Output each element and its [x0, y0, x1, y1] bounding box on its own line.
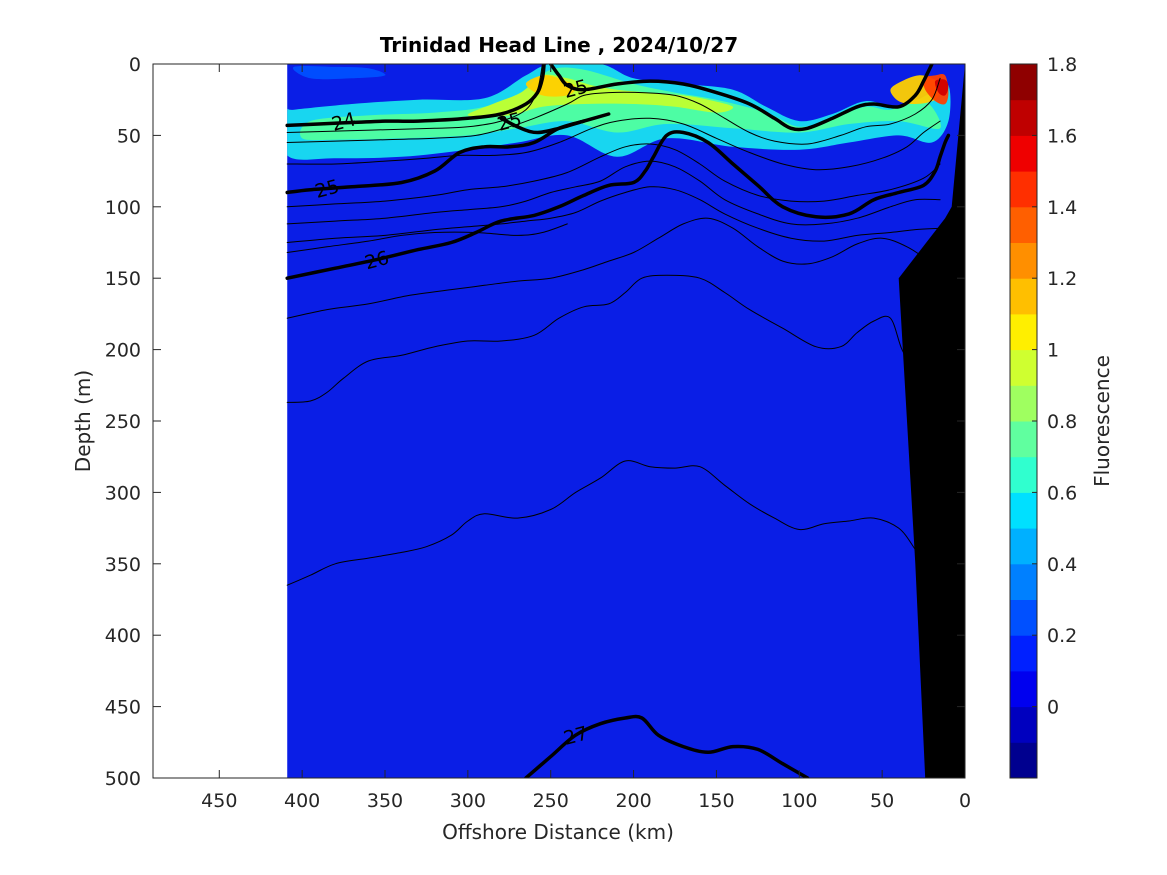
contour-line: [286, 460, 929, 586]
x-tick-label: 350: [367, 790, 403, 812]
colorbar-swatch: [1010, 670, 1037, 708]
fluorescence-field: [287, 64, 965, 778]
x-tick-label: 400: [284, 790, 320, 812]
x-tick-label: 100: [781, 790, 817, 812]
y-axis: 0 50 100 150 200 250 300 350 400 450 500: [105, 54, 965, 790]
contour-line: [286, 186, 941, 243]
colorbar-swatch: [1010, 492, 1037, 529]
x-tick-label: 200: [615, 790, 651, 812]
colorbar-swatch: [1010, 742, 1037, 779]
y-tick-label: 100: [105, 197, 141, 219]
contour-line-bold: [285, 130, 951, 280]
seafloor-polygon: [898, 64, 965, 778]
colorbar-swatch: [1010, 171, 1037, 208]
colorbar-swatch: [1010, 349, 1037, 386]
colorbar-swatch: [1010, 278, 1037, 315]
y-tick-label: 400: [105, 625, 141, 647]
x-tick-label: 0: [959, 790, 971, 812]
colorbar-swatch: [1010, 456, 1037, 493]
contour-line: [286, 223, 568, 253]
y-tick-label: 150: [105, 268, 141, 290]
contour-line: [286, 117, 941, 171]
y-axis-label: Depth (m): [71, 370, 95, 472]
x-axis: 450 400 350 300 250 200 150 100 50 0: [201, 64, 971, 812]
contour-line: [286, 160, 941, 226]
x-tick-label: 450: [201, 790, 237, 812]
colorbar-swatch: [1010, 635, 1037, 672]
x-axis-label: Offshore Distance (km): [442, 820, 674, 844]
colorbar-tick-label: 1.4: [1047, 197, 1077, 219]
colorbar-swatch: [1010, 206, 1037, 243]
colorbar-swatch: [1010, 563, 1037, 600]
contour-line: [286, 143, 941, 208]
contour-line: [286, 217, 946, 319]
colorbar-swatch: [1010, 313, 1037, 351]
colorbar-tick-label: 0.4: [1047, 554, 1077, 576]
colorbar-label: Fluorescence: [1090, 355, 1114, 487]
colorbar-swatch: [1010, 421, 1037, 458]
y-tick-label: 500: [105, 768, 141, 790]
colorbar-swatch: [1010, 706, 1037, 743]
colorbar-tick-label: 0.8: [1047, 411, 1077, 433]
colorbar-swatch: [1010, 64, 1037, 101]
contour-line-bold: [285, 64, 546, 128]
colorbar-tick-label: 1.8: [1047, 54, 1077, 76]
colorbar-tick-label: 0.2: [1047, 625, 1077, 647]
y-tick-label: 0: [129, 54, 141, 76]
colorbar-swatch: [1010, 528, 1037, 565]
y-tick-label: 300: [105, 482, 141, 504]
colorbar-swatch: [1010, 99, 1037, 136]
colorbar-tick-label: 1.2: [1047, 268, 1077, 290]
colorbar: 0 0.2 0.4 0.6 0.8 1 1.2 1.4 1.6 1.8: [1009, 54, 1077, 779]
field-background: [287, 64, 965, 778]
colorbar-tick-label: 0.6: [1047, 482, 1077, 504]
colorbar-tick-label: 1: [1047, 340, 1059, 362]
x-tick-label: 150: [698, 790, 734, 812]
x-tick-label: 50: [870, 790, 894, 812]
contour-line-bold: [524, 714, 810, 778]
colorbar-swatch: [1010, 385, 1037, 422]
seafloor: [898, 64, 965, 778]
contour-line: [286, 64, 543, 133]
colorbar-tick-label: 1.6: [1047, 125, 1077, 147]
y-tick-label: 350: [105, 554, 141, 576]
contour-line-bold: [548, 64, 934, 132]
colorbar-swatch: [1010, 599, 1037, 636]
y-tick-label: 50: [117, 125, 141, 147]
chart-title: Trinidad Head Line , 2024/10/27: [380, 33, 738, 57]
colorbar-tick-label: 0: [1047, 697, 1059, 719]
x-tick-label: 250: [533, 790, 569, 812]
y-tick-label: 450: [105, 697, 141, 719]
y-tick-label: 200: [105, 340, 141, 362]
contour-line: [286, 77, 941, 145]
contour-line: [286, 274, 933, 403]
colorbar-swatch: [1010, 242, 1037, 279]
contour-line-bold: [499, 112, 611, 135]
contour-line-bold: [285, 119, 586, 195]
colorbar-swatch: [1010, 135, 1037, 172]
bloom-patch: [292, 65, 386, 80]
bloom-patches: [287, 64, 951, 160]
x-tick-label: 300: [450, 790, 486, 812]
y-tick-label: 250: [105, 411, 141, 433]
